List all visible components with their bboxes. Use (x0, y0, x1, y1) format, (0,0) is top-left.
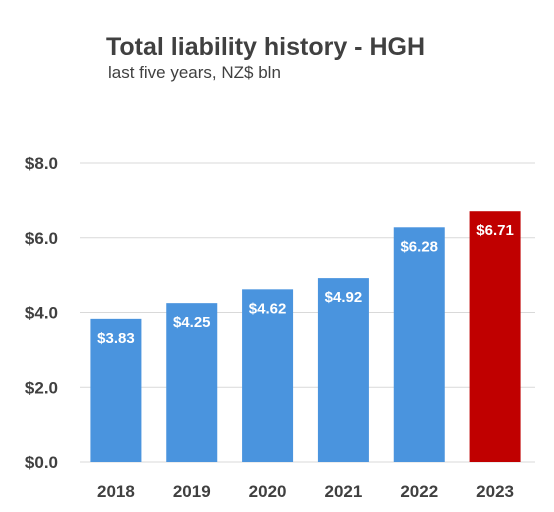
bar-2018 (90, 318, 142, 462)
bar-2020 (242, 289, 294, 462)
bars (90, 211, 521, 462)
data-labels: $3.83 $4.25 $4.62 $4.92 $6.28 $6.71 (97, 222, 514, 347)
x-category-label: 2023 (476, 482, 514, 501)
bar-2023 (469, 211, 521, 462)
gridlines (80, 162, 535, 463)
x-category-label: 2020 (249, 482, 287, 501)
y-tick-label: $0.0 (25, 453, 58, 472)
chart-subtitle: last five years, NZ$ bln (108, 63, 281, 82)
chart-title: Total liability history - HGH (106, 33, 425, 61)
data-label-2019: $4.25 (173, 314, 211, 331)
bar-2022 (393, 227, 445, 462)
data-label-2020: $4.62 (249, 300, 287, 317)
x-category-label: 2019 (173, 482, 211, 501)
y-tick-label: $2.0 (25, 378, 58, 397)
y-axis-ticks: $0.0 $2.0 $4.0 $6.0 $8.0 (25, 154, 58, 472)
y-tick-label: $8.0 (25, 154, 58, 173)
x-category-label: 2021 (325, 482, 363, 501)
data-label-2018: $3.83 (97, 330, 135, 347)
data-label-2023: $6.71 (476, 222, 514, 239)
x-category-label: 2022 (400, 482, 438, 501)
data-label-2021: $4.92 (325, 289, 363, 306)
x-axis-categories: 2018 2019 2020 2021 2022 2023 (97, 482, 514, 501)
data-label-2022: $6.28 (400, 238, 438, 255)
x-category-label: 2018 (97, 482, 135, 501)
bar-2019 (166, 303, 218, 462)
bar-2021 (317, 278, 369, 462)
y-tick-label: $4.0 (25, 304, 58, 323)
y-tick-label: $6.0 (25, 229, 58, 248)
